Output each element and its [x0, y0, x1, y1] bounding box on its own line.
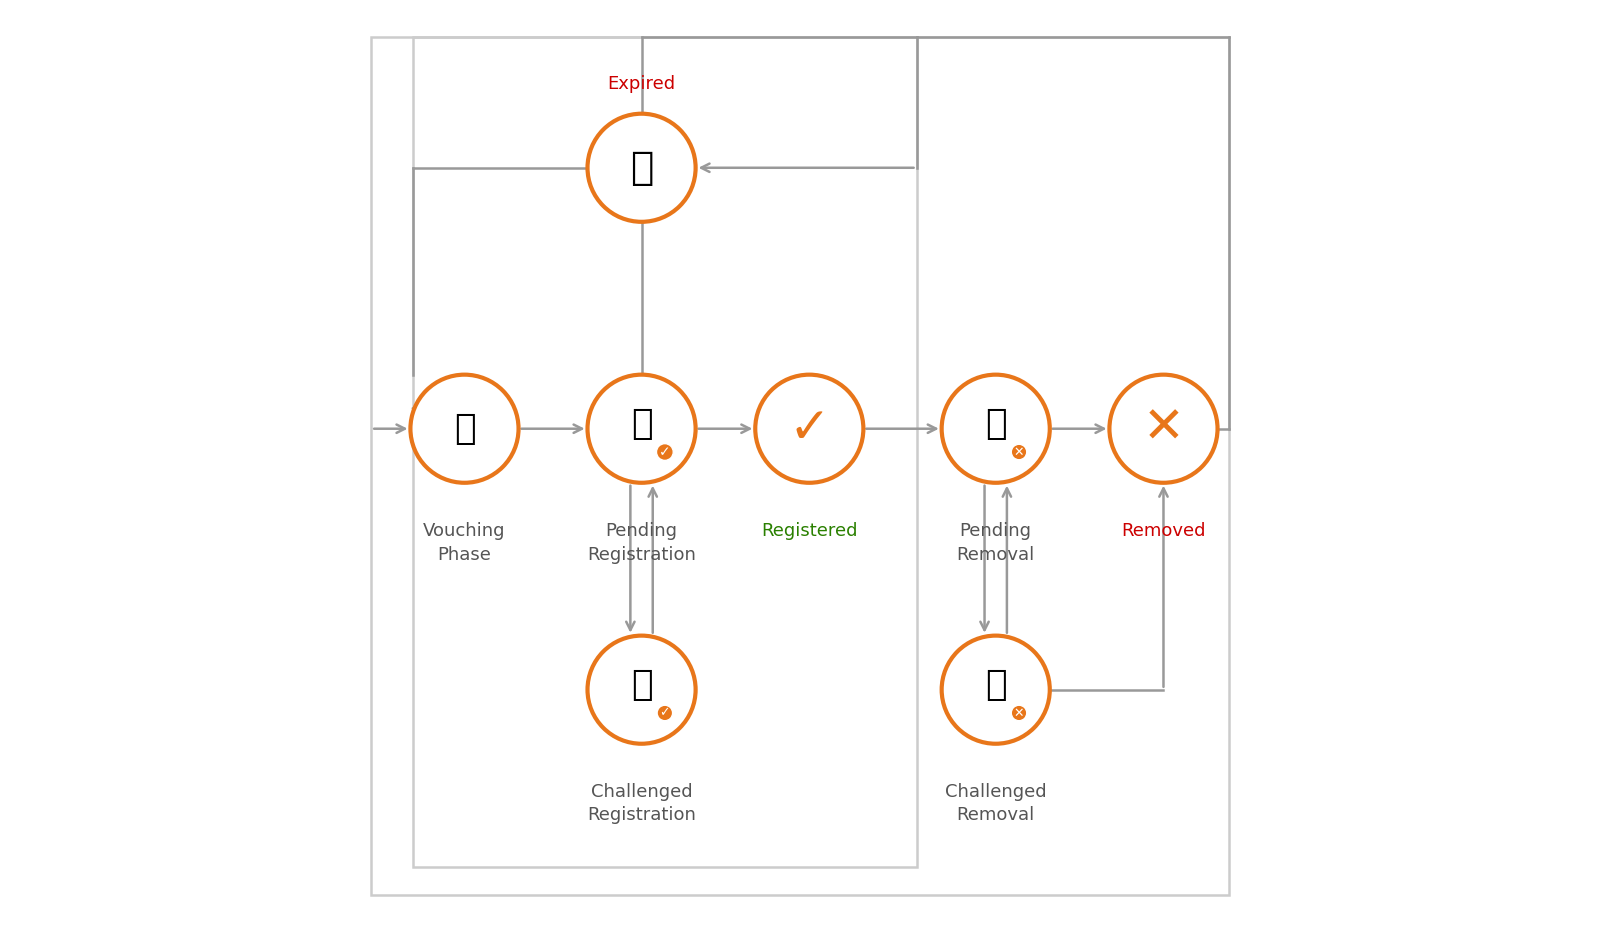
Text: Expired: Expired [608, 75, 675, 93]
Text: Challenged
Removal: Challenged Removal [946, 783, 1046, 825]
Text: 👍: 👍 [454, 412, 475, 445]
Text: ✕: ✕ [1142, 404, 1184, 453]
Text: ✕: ✕ [1014, 706, 1024, 720]
Text: 🔨: 🔨 [986, 668, 1006, 702]
Text: ✓: ✓ [659, 445, 670, 459]
Text: ✓: ✓ [659, 706, 670, 720]
Text: Vouching
Phase: Vouching Phase [424, 522, 506, 564]
Circle shape [587, 636, 696, 744]
Text: Removed: Removed [1122, 522, 1206, 540]
Circle shape [1109, 375, 1218, 483]
Text: Pending
Removal: Pending Removal [957, 522, 1035, 564]
Text: ✕: ✕ [1014, 445, 1024, 459]
Text: ⏳: ⏳ [630, 407, 653, 441]
Text: Registered: Registered [762, 522, 858, 540]
Text: 🔨: 🔨 [630, 668, 653, 702]
Text: ✓: ✓ [789, 404, 830, 453]
Circle shape [942, 636, 1050, 744]
Text: ⏳: ⏳ [986, 407, 1006, 441]
Bar [413, 37, 917, 867]
Circle shape [411, 375, 518, 483]
Circle shape [755, 375, 864, 483]
Circle shape [942, 375, 1050, 483]
Circle shape [587, 375, 696, 483]
Circle shape [587, 114, 696, 222]
Text: Challenged
Registration: Challenged Registration [587, 783, 696, 825]
Text: 👤: 👤 [630, 149, 653, 186]
Text: Pending
Registration: Pending Registration [587, 522, 696, 564]
